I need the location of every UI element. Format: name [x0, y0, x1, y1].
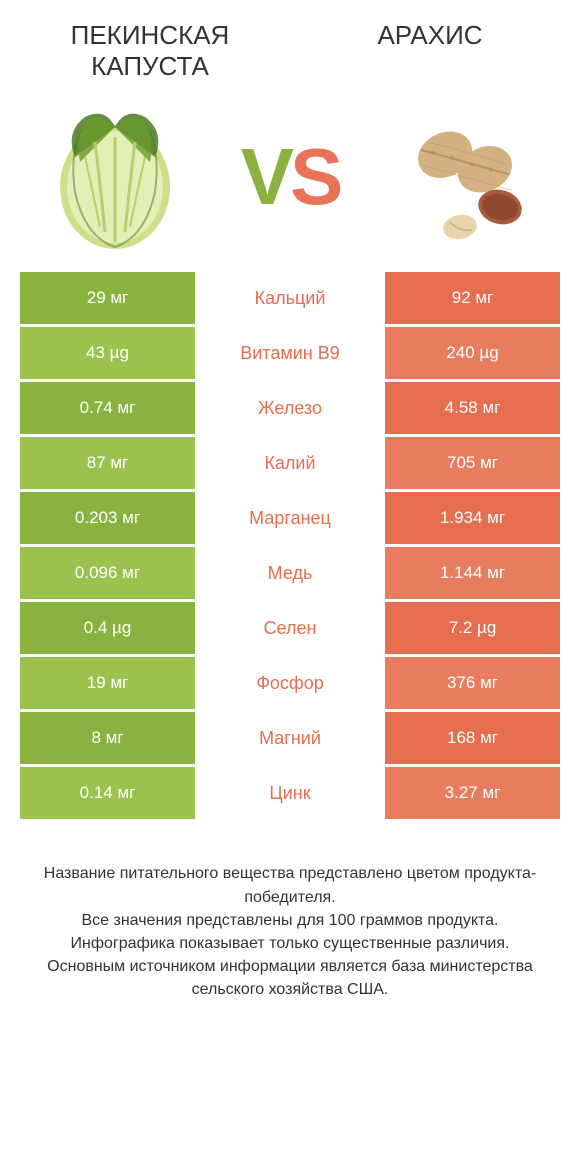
value-right: 1.144 мг	[385, 547, 560, 599]
table-row: 29 мгКальций92 мг	[20, 272, 560, 324]
title-right: АРАХИС	[320, 20, 540, 51]
value-right: 376 мг	[385, 657, 560, 709]
table-row: 19 мгФосфор376 мг	[20, 657, 560, 709]
value-left: 43 µg	[20, 327, 195, 379]
value-left: 19 мг	[20, 657, 195, 709]
table-row: 0.14 мгЦинк3.27 мг	[20, 767, 560, 819]
value-right: 705 мг	[385, 437, 560, 489]
cabbage-image	[40, 102, 190, 252]
value-left: 8 мг	[20, 712, 195, 764]
table-row: 0.74 мгЖелезо4.58 мг	[20, 382, 560, 434]
nutrient-label: Селен	[195, 602, 385, 654]
value-left: 0.096 мг	[20, 547, 195, 599]
value-left: 0.4 µg	[20, 602, 195, 654]
nutrient-label: Калий	[195, 437, 385, 489]
nutrient-table: 29 мгКальций92 мг43 µgВитамин B9240 µg0.…	[0, 272, 580, 819]
table-row: 8 мгМагний168 мг	[20, 712, 560, 764]
value-right: 168 мг	[385, 712, 560, 764]
images-row: VS	[0, 92, 580, 272]
peanut-image	[390, 102, 540, 252]
vs-label: VS	[241, 137, 340, 217]
nutrient-label: Медь	[195, 547, 385, 599]
nutrient-label: Цинк	[195, 767, 385, 819]
value-left: 0.203 мг	[20, 492, 195, 544]
nutrient-label: Марганец	[195, 492, 385, 544]
value-left: 87 мг	[20, 437, 195, 489]
table-row: 0.4 µgСелен7.2 µg	[20, 602, 560, 654]
value-right: 1.934 мг	[385, 492, 560, 544]
header: ПЕКИНСКАЯ КАПУСТА АРАХИС	[0, 0, 580, 92]
title-left: ПЕКИНСКАЯ КАПУСТА	[40, 20, 260, 82]
table-row: 0.096 мгМедь1.144 мг	[20, 547, 560, 599]
nutrient-label: Магний	[195, 712, 385, 764]
table-row: 43 µgВитамин B9240 µg	[20, 327, 560, 379]
value-right: 7.2 µg	[385, 602, 560, 654]
value-right: 3.27 мг	[385, 767, 560, 819]
value-right: 92 мг	[385, 272, 560, 324]
value-left: 0.74 мг	[20, 382, 195, 434]
value-left: 0.14 мг	[20, 767, 195, 819]
value-left: 29 мг	[20, 272, 195, 324]
footer-text: Название питательного вещества представл…	[0, 822, 580, 1001]
nutrient-label: Кальций	[195, 272, 385, 324]
table-row: 0.203 мгМарганец1.934 мг	[20, 492, 560, 544]
table-row: 87 мгКалий705 мг	[20, 437, 560, 489]
value-right: 4.58 мг	[385, 382, 560, 434]
value-right: 240 µg	[385, 327, 560, 379]
nutrient-label: Железо	[195, 382, 385, 434]
nutrient-label: Фосфор	[195, 657, 385, 709]
nutrient-label: Витамин B9	[195, 327, 385, 379]
